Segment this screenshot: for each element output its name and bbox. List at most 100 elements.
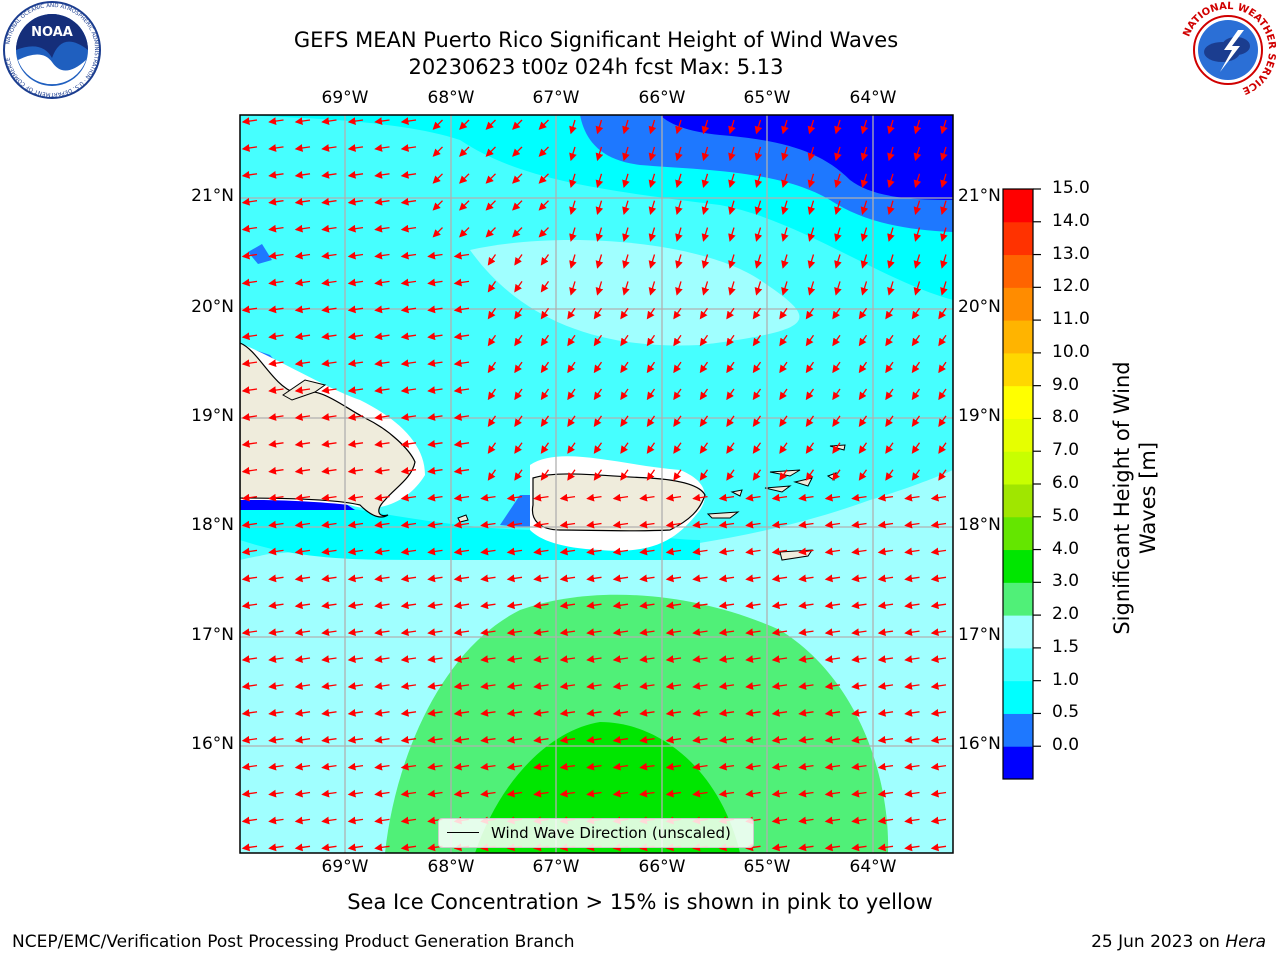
wind-wave-arrow [798, 628, 814, 637]
wind-wave-arrow [400, 547, 417, 556]
wind-wave-arrow [779, 442, 788, 454]
wind-wave-arrow [752, 442, 762, 454]
wind-wave-arrow [824, 547, 841, 556]
wind-wave-arrow [646, 415, 656, 427]
wind-wave-arrow [321, 413, 337, 421]
wind-wave-arrow [824, 762, 841, 771]
wind-wave-arrow [347, 682, 364, 690]
wind-wave-arrow [639, 520, 655, 529]
wind-wave-arrow [427, 655, 443, 663]
wind-wave-arrow [347, 547, 364, 556]
wind-wave-arrow [622, 281, 630, 296]
wind-wave-arrow [911, 415, 921, 427]
wave-band-0-0.5 [660, 115, 953, 200]
colorbar-title-line1: Significant Height of Wind [1110, 361, 1134, 635]
wind-wave-arrow [718, 601, 735, 610]
wind-wave-arrow [347, 493, 364, 502]
wind-wave-arrow [400, 762, 417, 771]
wind-wave-arrow [612, 735, 629, 744]
wind-wave-arrow [294, 655, 311, 663]
wind-wave-arrow [851, 816, 867, 825]
wind-wave-arrow [620, 415, 629, 427]
wind-wave-arrow [432, 119, 443, 130]
wind-wave-arrow [294, 628, 311, 637]
wind-wave-arrow [400, 359, 417, 368]
wind-wave-arrow [321, 251, 337, 260]
wind-wave-arrow [752, 307, 762, 320]
footer-date-text: 25 Jun 2023 on [1091, 932, 1226, 952]
wind-wave-arrow [648, 227, 657, 242]
wind-wave-arrow [427, 332, 443, 341]
wind-wave-arrow [726, 469, 735, 481]
wind-wave-arrow [453, 493, 470, 502]
wind-wave-arrow [851, 709, 867, 717]
wind-wave-arrow [665, 655, 682, 663]
wind-wave-arrow [940, 254, 948, 269]
wind-wave-arrow [771, 601, 788, 610]
wind-wave-arrow [374, 466, 390, 475]
wind-wave-arrow [612, 547, 629, 556]
wind-wave-arrow [453, 413, 470, 421]
wind-wave-arrow [512, 146, 523, 157]
wind-wave-arrow [771, 574, 788, 583]
wind-wave-arrow [241, 547, 258, 556]
wind-wave-arrow [718, 574, 735, 583]
colorbar-tick-label: 10.0 [1052, 341, 1090, 362]
wind-wave-arrow [400, 197, 417, 206]
wind-wave-arrow [646, 469, 656, 481]
wind-wave-arrow [540, 361, 550, 374]
wind-wave-arrow [241, 574, 258, 583]
wind-wave-arrow [940, 119, 948, 135]
lat-tick-label-right: 17°N [958, 625, 1001, 645]
wind-wave-arrow [832, 388, 841, 401]
wind-wave-arrow [321, 197, 337, 206]
wind-wave-arrow [374, 601, 390, 610]
lat-tick-label-right: 19°N [958, 406, 1001, 426]
wind-wave-arrow [347, 144, 364, 152]
wind-wave-arrow [798, 520, 814, 529]
wind-wave-arrow [612, 493, 629, 502]
wind-wave-arrow [779, 334, 788, 347]
wind-wave-arrow [701, 119, 710, 135]
wind-wave-arrow [612, 682, 629, 690]
colorbar-frame [1002, 188, 1034, 780]
wind-wave-arrow [294, 816, 311, 825]
wind-wave-arrow [665, 601, 682, 610]
wind-wave-arrow [268, 735, 284, 744]
wind-wave-arrow [294, 843, 311, 852]
wind-wave-arrow [832, 469, 841, 481]
wind-wave-arrow [540, 254, 550, 266]
wind-wave-arrow [754, 227, 763, 242]
wind-wave-arrow [453, 735, 470, 744]
wind-wave-arrow [877, 816, 894, 825]
wind-wave-arrow [595, 254, 604, 269]
wind-wave-arrow [718, 493, 735, 502]
wind-wave-arrow [930, 789, 947, 798]
wind-wave-arrow [913, 254, 922, 269]
wind-wave-arrow [930, 655, 947, 663]
wind-wave-arrow [728, 227, 736, 242]
wind-wave-arrow [453, 628, 470, 637]
wind-wave-arrow [887, 146, 895, 162]
wind-wave-arrow [877, 655, 894, 663]
wind-wave-arrow [728, 254, 736, 269]
wind-wave-arrow [622, 254, 630, 269]
wind-wave-arrow [321, 493, 337, 502]
wind-wave-arrow [851, 655, 867, 663]
wind-wave-arrow [913, 146, 922, 162]
wind-wave-arrow [347, 655, 364, 663]
wind-wave-arrow [586, 628, 602, 637]
wind-wave-arrow [321, 440, 337, 448]
wind-wave-arrow [752, 415, 762, 427]
wind-wave-arrow [374, 440, 390, 448]
wind-wave-arrow [745, 655, 761, 663]
wind-wave-arrow [506, 520, 523, 529]
wind-wave-arrow [665, 709, 682, 717]
wind-wave-arrow [858, 334, 868, 347]
wind-wave-arrow [851, 547, 867, 556]
wind-wave-arrow [612, 574, 629, 583]
wind-wave-arrow [798, 574, 814, 583]
wind-wave-arrow [771, 493, 788, 502]
wind-wave-arrow [781, 227, 789, 242]
